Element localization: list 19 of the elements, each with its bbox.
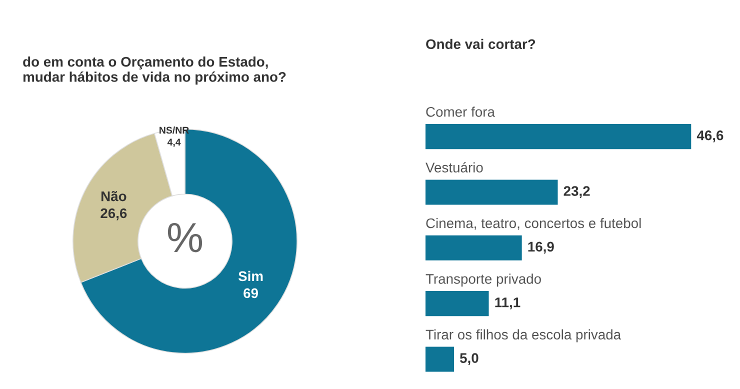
data-label: 5,0 [460, 353, 478, 365]
data-label: 26,6 [100, 208, 127, 220]
data-label: 23,2 [564, 186, 590, 198]
y-tick-label: Transporte privado [426, 274, 541, 287]
data-label: 11,1 [495, 298, 520, 310]
text: % [168, 223, 202, 252]
y-tick-label: Tirar os filhos da escola privada [426, 329, 622, 342]
y-tick-label: Vestuário [426, 162, 483, 172]
data-label: 16,9 [528, 242, 554, 254]
chart-title: Onde vai cortar? [426, 38, 536, 50]
slice-label: Sim [238, 270, 263, 282]
data-label: 4,4 [167, 138, 181, 147]
data-label: 46,6 [696, 130, 724, 142]
chart-title: do em conta o Orçamento do Estado, mudar hábitos de vida no próximo ano? [23, 56, 286, 85]
slice-label: Não [101, 191, 126, 202]
slice-label: NS/NR [160, 126, 189, 134]
y-tick-label: Cinema, teatro, concertos e futebol [426, 218, 641, 230]
y-tick-label: Comer fora [426, 106, 495, 117]
data-label: 69 [244, 288, 258, 298]
